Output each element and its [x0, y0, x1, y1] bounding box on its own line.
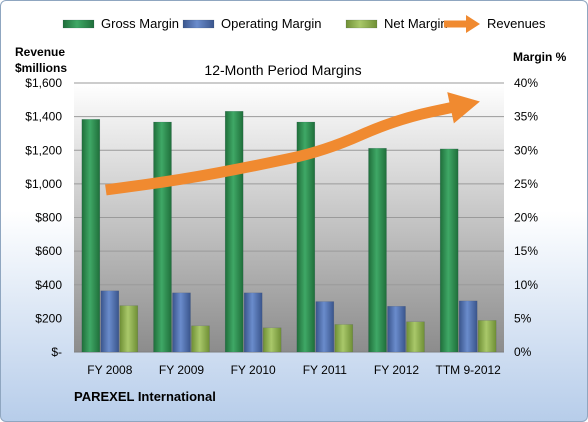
- left-tick-label: $1,200: [25, 143, 62, 157]
- legend-swatch: [62, 19, 95, 29]
- bar-gross-margin: [439, 148, 459, 353]
- legend-swatch: [182, 19, 215, 29]
- revenue-arrow-head: [447, 92, 480, 124]
- bar-operating-margin: [172, 292, 191, 353]
- legend-label: Net Margin: [384, 16, 448, 31]
- right-tick-label: 0%: [514, 345, 532, 359]
- gridlines: [74, 82, 504, 353]
- bar-operating-margin: [243, 292, 263, 353]
- left-tick-label: $1,400: [25, 110, 62, 124]
- left-tick-label: $1,000: [25, 177, 62, 191]
- bar-gross-margin: [224, 110, 244, 353]
- bar-gross-margin: [368, 147, 387, 353]
- bar-net-margin: [477, 320, 497, 353]
- right-tick-label: 30%: [514, 143, 538, 157]
- left-axis-title: Revenue: [15, 45, 65, 59]
- company-name: PAREXEL International: [74, 389, 216, 404]
- category-label: FY 2012: [374, 363, 419, 377]
- left-tick-label: $1,600: [25, 76, 62, 90]
- right-tick-label: 25%: [514, 177, 538, 191]
- right-tick-label: 10%: [514, 278, 538, 292]
- right-tick-label: 15%: [514, 244, 538, 258]
- category-label: FY 2009: [159, 363, 204, 377]
- left-tick-label: $600: [35, 244, 62, 258]
- right-tick-label: 5%: [514, 311, 532, 325]
- category-label: FY 2010: [231, 363, 276, 377]
- legend-label: Gross Margin: [101, 16, 179, 31]
- bar-net-margin: [334, 324, 354, 353]
- bar-gross-margin: [153, 121, 172, 353]
- legend-label: Revenues: [487, 16, 546, 31]
- category-label: FY 2011: [303, 363, 348, 377]
- right-tick-label: 35%: [514, 110, 538, 124]
- bar-operating-margin: [458, 300, 478, 353]
- legend-arrow-head: [466, 15, 480, 33]
- bar-gross-margin: [81, 119, 101, 353]
- bar-operating-margin: [387, 306, 406, 353]
- right-axis-title: Margin %: [513, 50, 567, 64]
- legend: Gross Margin Operating Margin Net Margin Re…: [62, 15, 546, 33]
- bar-net-margin: [406, 321, 425, 353]
- bar-operating-margin: [315, 301, 335, 353]
- bar-net-margin: [262, 327, 282, 353]
- axes: $- 0% $200 5% $400 10% $600 15% $800 20% $1,000 25%…: [15, 45, 567, 377]
- left-axis-title-unit: $millions: [15, 61, 67, 75]
- revenue-line: [105, 101, 462, 196]
- legend-label: Operating Margin: [221, 16, 321, 31]
- chart-title: 12-Month Period Margins: [204, 62, 361, 78]
- right-tick-label: 40%: [514, 76, 538, 90]
- left-tick-label: $-: [51, 345, 62, 359]
- right-tick-label: 20%: [514, 211, 538, 225]
- bar-net-margin: [191, 325, 210, 353]
- category-label: FY 2008: [87, 363, 132, 377]
- bar-gross-margin: [296, 121, 316, 353]
- bar-operating-margin: [100, 290, 120, 353]
- left-tick-label: $200: [35, 311, 62, 325]
- legend-swatch: [345, 19, 378, 29]
- left-tick-label: $800: [35, 211, 62, 225]
- category-label: TTM 9-2012: [435, 363, 501, 377]
- revenue-arrow: [105, 92, 480, 196]
- bar-net-margin: [119, 305, 139, 353]
- left-tick-label: $400: [35, 278, 62, 292]
